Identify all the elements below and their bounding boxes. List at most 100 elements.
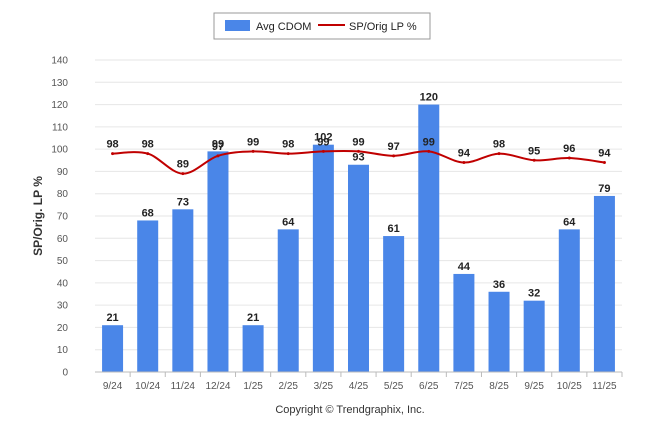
line-value-label: 94 [598, 148, 611, 160]
y-tick-label: 130 [51, 78, 68, 89]
legend-label-line: SP/Orig LP % [349, 21, 417, 33]
legend-swatch-bar [225, 20, 250, 31]
bar-value-label: 61 [388, 223, 400, 235]
y-tick-label: 80 [57, 189, 69, 200]
bar [593, 195, 615, 372]
line-point [462, 161, 466, 165]
x-tick-label: 10/24 [135, 381, 160, 392]
x-tick-label: 7/25 [454, 381, 474, 392]
line-value-label: 97 [212, 141, 224, 153]
bar-value-label: 21 [247, 312, 259, 324]
bar [172, 209, 194, 372]
line-point [286, 152, 290, 156]
bar-value-label: 120 [420, 92, 438, 104]
line-value-label: 95 [528, 145, 540, 157]
line-value-label: 97 [388, 141, 400, 153]
line-point [497, 152, 501, 156]
bar [523, 300, 545, 372]
bar-labels: 21 68 73 99 21 64 102 93 61 120 44 36 32 64 79 [106, 92, 610, 325]
bar-value-label: 102 [314, 132, 332, 144]
line-value-label: 96 [563, 143, 575, 155]
bar-value-label: 64 [563, 216, 576, 228]
bar-value-label: 64 [282, 216, 295, 228]
bar [348, 164, 369, 372]
y-tick-label: 40 [57, 278, 69, 289]
line-point [146, 152, 150, 156]
line-point [357, 149, 360, 153]
line-point [602, 161, 606, 165]
line-series [111, 149, 606, 176]
x-tick-label: 11/24 [171, 381, 196, 392]
line-value-label: 89 [177, 159, 189, 171]
bar [102, 325, 124, 372]
y-tick-label: 140 [51, 56, 68, 67]
y-tick-label: 60 [57, 234, 69, 245]
line-value-label: 99 [423, 136, 435, 148]
line-point [321, 149, 325, 153]
y-tick-label: 50 [57, 256, 69, 267]
bar [312, 144, 334, 372]
y-axis-ticks: 0 10 20 30 40 50 60 70 80 90 100 110 120 130 140 [51, 56, 68, 379]
bar [453, 273, 475, 372]
y-axis-title: SP/Orig. LP % [31, 176, 45, 256]
line-value-label: 94 [458, 148, 471, 160]
x-tick-label: 4/25 [349, 381, 369, 392]
bar [277, 229, 299, 372]
line-point [251, 149, 255, 153]
line-point [392, 154, 396, 158]
line-value-label: 98 [282, 139, 294, 151]
line-point [427, 149, 431, 153]
copyright-footer: Copyright © Trendgraphix, Inc. [275, 404, 424, 416]
bar-value-label: 44 [458, 261, 471, 273]
bar [137, 220, 159, 372]
line-value-label: 98 [493, 139, 505, 151]
bar-value-label: 79 [598, 183, 610, 195]
line-point [111, 152, 115, 156]
y-tick-label: 0 [62, 368, 68, 379]
x-tick-label: 2/25 [278, 381, 298, 392]
line-point [181, 172, 185, 176]
line-value-label: 98 [106, 139, 118, 151]
bar-value-label: 93 [352, 152, 364, 164]
y-tick-label: 90 [57, 167, 69, 178]
y-tick-label: 120 [51, 100, 68, 111]
bar-value-label: 73 [177, 196, 189, 208]
line-value-label: 98 [142, 139, 154, 151]
y-tick-label: 10 [57, 345, 69, 356]
bar-value-label: 36 [493, 279, 505, 291]
x-tick-label: 1/25 [243, 381, 263, 392]
bar-value-label: 32 [528, 288, 540, 300]
x-axis-ticks: 9/24 10/24 11/24 12/24 1/25 2/25 3/25 4/25 5/25 6… [103, 372, 623, 392]
x-tick-label: 3/25 [314, 381, 334, 392]
x-tick-label: 9/25 [524, 381, 544, 392]
legend: Avg CDOM SP/Orig LP % [213, 12, 431, 40]
bar [242, 325, 264, 372]
y-tick-label: 70 [57, 212, 69, 223]
x-tick-label: 9/24 [103, 381, 123, 392]
y-tick-label: 110 [52, 122, 68, 133]
bar [418, 104, 440, 373]
line-value-label: 99 [352, 136, 364, 148]
line-point [532, 158, 536, 162]
bar [207, 151, 229, 372]
line-point [216, 154, 220, 158]
bar-value-label: 99 [212, 138, 224, 150]
line-value-label: 99 [247, 136, 259, 148]
line-point [567, 156, 571, 160]
x-tick-label: 6/25 [419, 381, 439, 392]
bar [558, 229, 580, 372]
x-tick-label: 11/25 [592, 381, 617, 392]
y-tick-label: 20 [57, 323, 69, 334]
x-tick-label: 12/24 [205, 381, 230, 392]
bar-value-label: 68 [142, 207, 154, 219]
line-value-label: 99 [317, 136, 329, 148]
bar-series [102, 104, 615, 373]
bar-value-label: 21 [106, 312, 118, 324]
bar [488, 291, 510, 372]
x-tick-label: 5/25 [384, 381, 404, 392]
y-tick-label: 30 [57, 301, 69, 312]
x-tick-label: 10/25 [557, 381, 582, 392]
y-tick-label: 100 [51, 145, 68, 156]
